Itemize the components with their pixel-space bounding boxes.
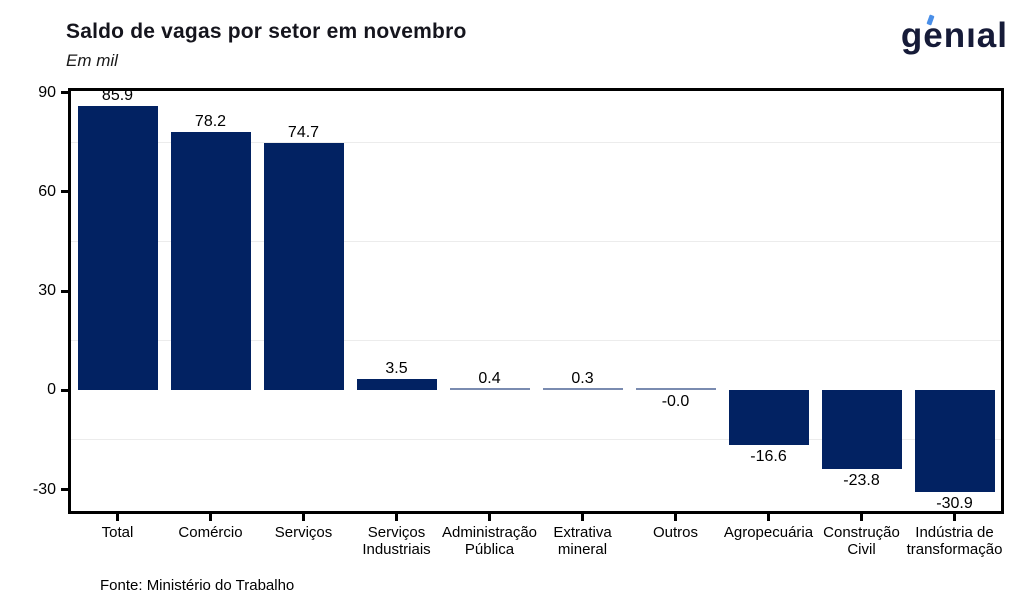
bar-value-label: -16.6 bbox=[750, 448, 787, 466]
minor-gridline bbox=[71, 439, 1001, 441]
category-label: Administração Pública bbox=[441, 524, 538, 558]
bar-value-label: 78.2 bbox=[194, 112, 227, 130]
category-label: Comércio bbox=[178, 524, 243, 541]
x-axis-tick bbox=[953, 514, 956, 521]
bar bbox=[821, 390, 902, 469]
chart-title: Saldo de vagas por setor em novembro bbox=[66, 20, 467, 43]
y-axis-tick bbox=[61, 190, 68, 194]
plot-area bbox=[68, 88, 1004, 514]
category-label: Serviços Industriais bbox=[362, 524, 431, 558]
bar-value-label: 3.5 bbox=[385, 359, 408, 377]
category-label: Agropecuária bbox=[723, 524, 814, 541]
bar bbox=[77, 106, 158, 391]
x-axis-tick bbox=[674, 514, 677, 521]
y-axis-label: 60 bbox=[38, 182, 56, 200]
category-label: Indústria de transformação bbox=[906, 524, 1003, 558]
category-label: Extrativa mineral bbox=[553, 524, 612, 558]
bar bbox=[263, 143, 344, 391]
bar bbox=[170, 131, 251, 391]
bar bbox=[728, 390, 809, 446]
y-axis-tick bbox=[61, 488, 68, 491]
bar bbox=[635, 388, 716, 391]
x-axis-tick bbox=[767, 514, 770, 521]
y-axis-tick bbox=[61, 289, 68, 293]
y-axis-tick bbox=[61, 388, 68, 392]
genial-logo-text: genıal bbox=[900, 16, 1008, 55]
genial-logo: genıal bbox=[901, 10, 1008, 62]
bar bbox=[356, 378, 437, 391]
minor-gridline bbox=[71, 141, 1001, 143]
bar-value-label: -30.9 bbox=[936, 495, 973, 513]
bar-value-label: 85.9 bbox=[101, 87, 134, 105]
bar-value-label: -0.0 bbox=[661, 393, 690, 411]
bar-value-label: 74.7 bbox=[287, 124, 320, 142]
bar bbox=[542, 388, 623, 391]
y-axis-tick bbox=[61, 91, 68, 95]
x-axis-tick bbox=[209, 514, 212, 521]
category-label: Serviços bbox=[274, 524, 333, 541]
x-axis-tick bbox=[395, 514, 398, 521]
minor-gridline bbox=[71, 240, 1001, 242]
x-axis-tick bbox=[860, 514, 863, 521]
bar-value-label: 0.4 bbox=[478, 369, 501, 387]
x-axis-tick bbox=[302, 514, 305, 521]
category-label: Outros bbox=[652, 524, 698, 541]
source-note: Fonte: Ministério do Trabalho bbox=[100, 577, 295, 594]
x-axis-tick bbox=[581, 514, 584, 521]
category-label: Total bbox=[101, 524, 134, 541]
y-axis-label: -30 bbox=[32, 480, 56, 498]
bar-value-label: -23.8 bbox=[843, 472, 880, 489]
minor-gridline bbox=[71, 340, 1001, 342]
chart-subtitle: Em mil bbox=[66, 51, 118, 70]
bar-value-label: 0.3 bbox=[571, 370, 594, 388]
y-axis-label: 90 bbox=[38, 83, 56, 101]
y-axis-label: 0 bbox=[47, 381, 56, 399]
bar bbox=[449, 388, 530, 391]
category-label: Construção Civil bbox=[823, 524, 900, 558]
y-axis-label: 30 bbox=[38, 282, 56, 300]
bar bbox=[914, 390, 995, 493]
x-axis-tick bbox=[116, 514, 119, 521]
x-axis-tick bbox=[488, 514, 491, 521]
